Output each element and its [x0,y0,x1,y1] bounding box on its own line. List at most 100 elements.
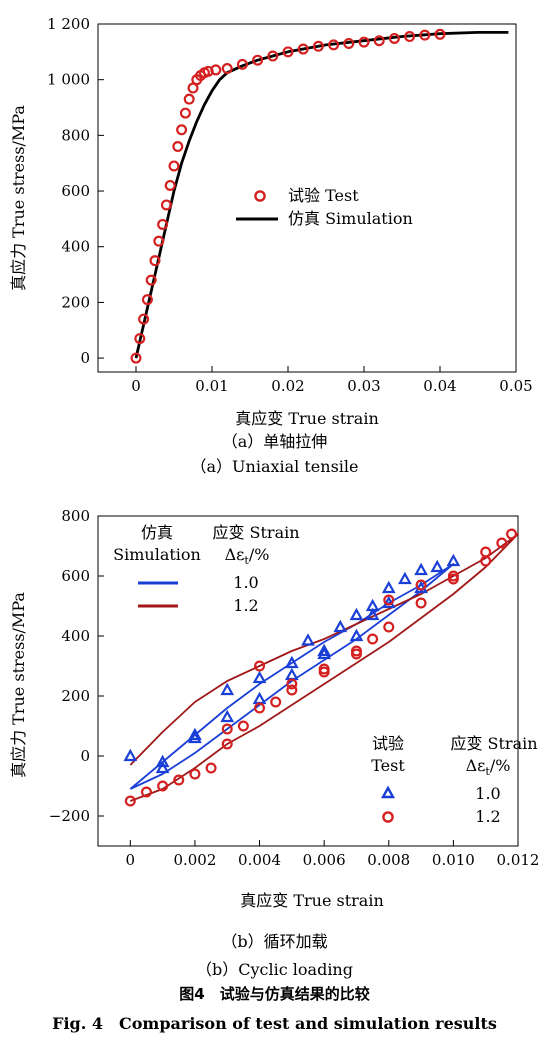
panel-a-circle-point [157,218,169,230]
panel-a-circle-point [419,29,431,41]
panel-a-circle-point [312,40,324,52]
panel-b-circle-point [496,537,508,549]
panel-b-circle-point [124,795,136,807]
legend-sim-1-2-label: 1.2 [233,596,258,615]
panel-b-circle-point [189,768,201,780]
panel-b-xtick-label: 0.010 [432,851,475,869]
caption-b-cn: （b）循环加载 [221,932,328,951]
panel-a-circle-point [358,36,370,48]
panel-b-triangle-point [430,559,445,573]
panel-b-circle-point [415,597,427,609]
panel-b-circle-point [480,546,492,558]
panel-b-circle-point [221,738,233,750]
panel-a-circle-point [328,39,340,51]
panel-a-circle-point [138,313,150,325]
panel-b-circle-point [286,684,298,696]
figure-title-en: Fig. 4 Comparison of test and simulation… [52,1014,497,1033]
panel-a-circle-point [221,63,233,75]
panel-b-triangle-point [155,760,170,774]
panel-b-chart: 0 0.002 0.004 0.006 0.008 0.010 0.012 −200 0 200 4… [9,507,539,910]
panel-a-xtick-label: 0.03 [347,377,380,395]
panel-a-ytick-label: 400 [61,238,90,256]
legend-test-strain-header: 应变 Strain [450,734,537,753]
panel-b-circle-point [383,621,395,633]
panel-b-xtick-label: 0.006 [303,851,346,869]
panel-b-triangle-point [317,643,332,657]
panel-a-series-line-0 [134,31,509,359]
panel-b-triangle-point [301,633,315,646]
panel-b-circle-point [415,579,427,591]
panel-b-triangle-point [414,562,428,576]
panel-a-circle-point [179,107,191,119]
panel-a-xtick-label: 0.04 [423,377,456,395]
panel-b-triangle-point [349,628,364,642]
panel-b-circle-point [286,678,298,690]
panel-a-circle-point [164,179,176,191]
panel-b-triangle-point [317,646,332,660]
panel-b-circle-point [140,786,152,798]
panel-a-circle-point [297,43,309,55]
panel-b-xtick-label: 0.004 [238,851,281,869]
panel-b-triangle-point [333,619,348,633]
panel-a-circle-point [172,140,184,152]
legend-sim-1-0-label: 1.0 [233,573,258,592]
panel-b-xtick-label: 0 [126,851,136,869]
panel-a-circle-point [343,37,355,49]
panel-a-circle-point [145,274,157,286]
panel-a-circle-point [434,28,446,40]
panel-b-ylabel: 真应力 True stress/MPa [9,592,28,778]
panel-b-circle-point [383,594,395,606]
panel-b-circle-point [237,720,249,732]
panel-b-triangle-point [446,553,461,567]
panel-a-ytick-label: 800 [61,126,90,144]
panel-b-circle-point [205,762,217,774]
panel-a-circle-point [388,32,400,44]
panel-a-circle-point [183,93,195,105]
legend-sim-strain-symbol: Δεt/% [225,545,270,567]
panel-b-triangle-point [155,754,170,768]
panel-a-circle-point [267,50,279,62]
panel-b-triangle-point [252,691,267,705]
panel-b-triangle-point [220,682,235,696]
panel-b-ytick-label: −200 [49,807,90,825]
caption-a-cn: （a）单轴拉伸 [221,432,328,451]
panel-a-circle-point [404,31,416,43]
legend-test-1-2-label: 1.2 [475,807,500,826]
panel-a-chart: 0 0.01 0.02 0.03 0.04 0.05 0 200 400 600 800 1 000 1… [9,15,533,428]
panel-b-xtick-label: 0.008 [367,851,410,869]
panel-b-triangle-point [398,571,412,585]
panel-b-triangle-point [188,730,202,744]
legend-sim-label: 仿真 Simulation [288,209,413,228]
caption-b-en: （b）Cyclic loading [196,960,353,979]
panel-b-ytick-label: 0 [80,747,90,765]
panel-b-ytick-label: 600 [61,567,90,585]
panel-a-xlabel: 真应变 True strain [235,409,379,428]
panel-a-ylabel: 真应力 True stress/MPa [9,105,28,291]
panel-b-legend-simulation: 仿真 Simulation 应变 Strain Δεt/% 1.0 1.2 [113,523,299,615]
panel-a-circle-point [130,352,142,364]
legend-test-circle-marker [254,190,266,202]
panel-b-circle-point [221,723,233,735]
panel-b-ytick-label: 200 [61,687,90,705]
panel-a-plot-frame [97,23,517,373]
panel-a-ytick-label: 600 [61,182,90,200]
panel-b-triangle-point [220,709,235,723]
panel-b-circle-point [506,528,518,540]
panel-b-triangle-point [284,655,299,669]
panel-a-circle-point [176,124,188,136]
panel-b-xtick-label: 0.002 [173,851,216,869]
legend-sim-header-en: Simulation [113,545,201,564]
panel-b-circle-point [173,774,185,786]
panel-a-xtick-label: 0.05 [499,377,532,395]
panel-b-triangle-point [365,607,380,621]
panel-a-ytick-label: 1 000 [47,71,90,89]
panel-a-circle-point [252,54,264,66]
panel-a-circle-point [210,64,222,76]
panel-b-triangle-point [123,748,138,762]
legend-test-1-0-label: 1.0 [475,784,500,803]
panel-b-ytick-label: 800 [61,507,90,525]
panel-a-ytick-label: 200 [61,293,90,311]
panel-b-triangle-point [252,670,267,684]
panel-b-series-line-1 [129,533,519,802]
figure-title-cn: 图4 试验与仿真结果的比较 [179,985,370,1003]
